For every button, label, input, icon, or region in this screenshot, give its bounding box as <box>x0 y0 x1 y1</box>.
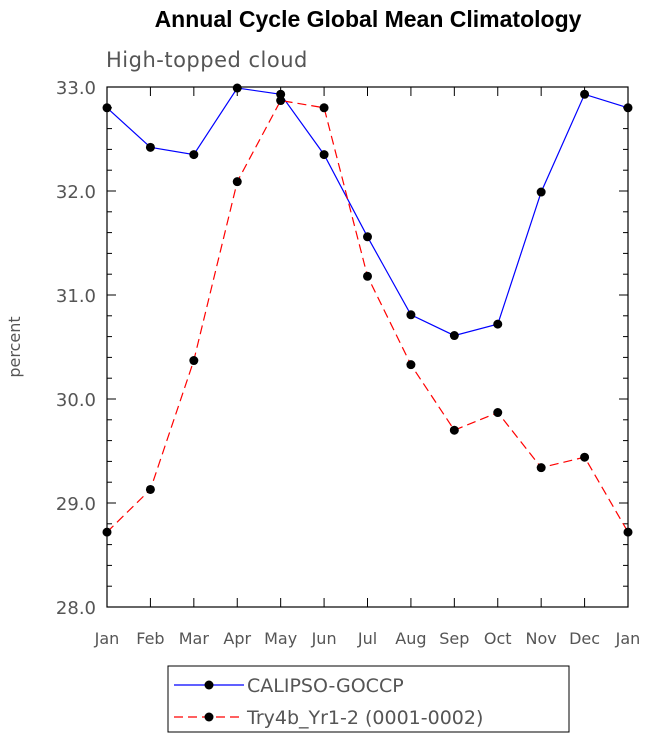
x-tick-label: Jun <box>311 629 337 648</box>
data-point-0-1 <box>145 142 155 152</box>
data-point-1-3 <box>232 177 242 187</box>
legend-marker-calipso <box>204 680 214 690</box>
chart-title: Annual Cycle Global Mean Climatology <box>155 6 582 32</box>
legend-marker-try4b <box>204 712 214 722</box>
data-point-0-5 <box>319 150 329 160</box>
x-axis: Jan Feb Mar Apr May Jun Jul Aug Sep Oct Nov Dec Jan <box>94 87 641 648</box>
y-tick-label: 32.0 <box>56 182 96 203</box>
y-tick-label: 33.0 <box>56 78 96 99</box>
data-point-0-9 <box>493 319 503 329</box>
data-point-0-8 <box>449 331 459 341</box>
data-point-1-9 <box>493 408 503 418</box>
legend-label-try4b: Try4b_Yr1-2 (0001-0002) <box>246 707 483 729</box>
x-tick-label: Aug <box>395 629 426 648</box>
data-point-0-0 <box>102 103 112 113</box>
data-point-1-6 <box>363 271 372 281</box>
data-point-0-10 <box>536 187 546 197</box>
y-tick-label: 30.0 <box>56 390 96 411</box>
data-point-0-2 <box>189 150 199 160</box>
data-point-1-8 <box>449 425 459 435</box>
x-tick-label: Feb <box>136 629 164 648</box>
data-point-1-2 <box>189 356 199 366</box>
data-point-1-1 <box>145 484 155 494</box>
y-axis: 28.0 29.0 30.0 31.0 32.0 33.0 <box>56 78 96 619</box>
x-tick-label: Jan <box>94 629 120 648</box>
x-tick-label: Dec <box>569 629 600 648</box>
y-axis-label: percent <box>5 316 24 377</box>
x-tick-label: Jan <box>615 629 641 648</box>
x-tick-label: Mar <box>179 629 210 648</box>
data-point-0-6 <box>363 232 372 242</box>
data-point-1-11 <box>580 452 590 462</box>
series-line-1 <box>106 99 629 533</box>
series-line-0 <box>106 87 629 337</box>
x-tick-label: Oct <box>484 629 512 648</box>
data-point-0-3 <box>232 83 242 93</box>
legend-box <box>167 665 570 733</box>
legend: CALIPSO-GOCCP Try4b_Yr1-2 (0001-0002) <box>167 665 570 733</box>
data-point-1-5 <box>319 103 329 113</box>
x-tick-label: Jul <box>357 629 377 648</box>
legend-label-calipso: CALIPSO-GOCCP <box>247 675 404 697</box>
x-tick-label: May <box>264 629 297 648</box>
y-tick-label: 29.0 <box>56 494 96 515</box>
data-point-1-10 <box>536 463 546 473</box>
y-tick-label: 28.0 <box>56 598 96 619</box>
data-point-1-7 <box>406 360 416 370</box>
data-point-1-4 <box>276 96 286 106</box>
chart-subtitle: High-topped cloud <box>106 48 308 72</box>
data-point-1-12 <box>623 527 633 537</box>
data-point-0-11 <box>580 89 590 99</box>
x-tick-label: Sep <box>439 629 469 648</box>
data-point-1-0 <box>102 527 112 537</box>
plot-frame <box>106 86 629 608</box>
x-tick-label: Nov <box>526 629 557 648</box>
minor-ticks <box>107 86 628 608</box>
series-layer <box>102 83 633 537</box>
data-point-0-7 <box>406 310 416 320</box>
y-tick-label: 31.0 <box>56 286 96 307</box>
data-point-0-4 <box>276 89 286 99</box>
data-point-0-12 <box>623 103 633 113</box>
x-tick-label: Apr <box>223 629 251 648</box>
